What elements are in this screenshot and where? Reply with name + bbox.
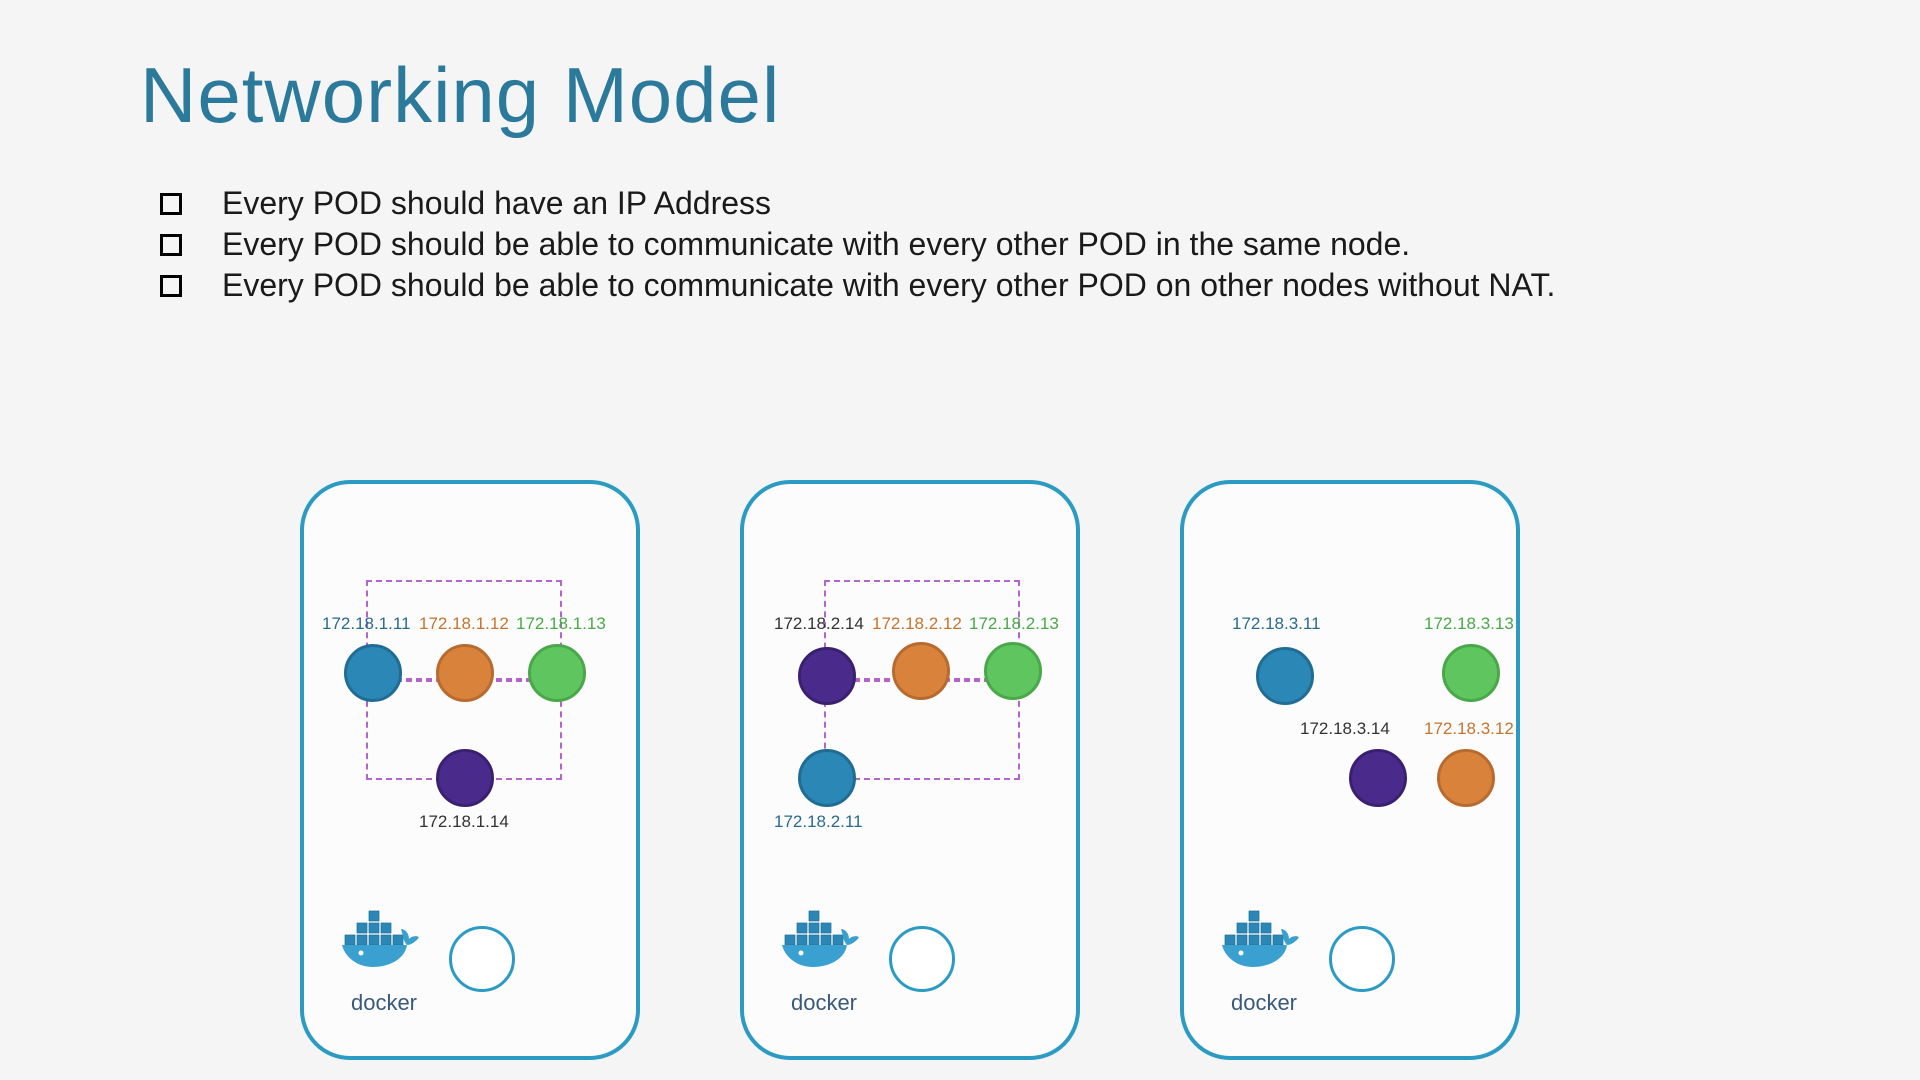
pod-circle [984,642,1042,700]
bullet-item: Every POD should be able to communicate … [160,267,1555,304]
pod-ip-label: 172.18.1.12 [419,614,509,634]
pod-ip-label: 172.18.3.14 [1300,719,1390,739]
pod-ip-label: 172.18.1.13 [516,614,606,634]
empty-circle-icon [449,926,515,992]
bullet-text: Every POD should have an IP Address [222,185,771,222]
bullet-text: Every POD should be able to communicate … [222,267,1555,304]
pod-ip-label: 172.18.3.11 [1232,614,1321,634]
pod-ip-label: 172.18.3.13 [1424,614,1514,634]
pod-circle [436,644,494,702]
pod-ip-label: 172.18.1.14 [419,812,509,832]
pod-circle [798,647,856,705]
pod-circle [1256,647,1314,705]
bullet-list: Every POD should have an IP Address Ever… [160,185,1555,308]
pod-circle [1437,749,1495,807]
docker-label: docker [1219,990,1309,1016]
docker-label: docker [339,990,429,1016]
pod-circle [436,749,494,807]
checkbox-icon [160,234,182,256]
pod-circle [892,642,950,700]
docker-area: docker [1219,901,1395,1016]
bullet-item: Every POD should have an IP Address [160,185,1555,222]
page-title: Networking Model [140,50,780,141]
pod-ip-label: 172.18.2.13 [969,614,1059,634]
pod-circle [1349,749,1407,807]
nodes-row: 172.18.1.11 172.18.1.12 172.18.1.13 172.18.… [300,480,1520,1060]
pod-ip-label: 172.18.2.11 [774,812,863,832]
docker-area: docker [339,901,515,1016]
pod-ip-label: 172.18.2.12 [872,614,962,634]
docker-icon: docker [339,901,429,1016]
pod-ip-label: 172.18.3.12 [1424,719,1514,739]
pod-ip-label: 172.18.2.14 [774,614,864,634]
pod-circle [528,644,586,702]
empty-circle-icon [889,926,955,992]
pod-circle [344,644,402,702]
empty-circle-icon [1329,926,1395,992]
node-card: 172.18.3.11 172.18.3.13 172.18.3.14 172.18.… [1180,480,1520,1060]
pod-circle [1442,644,1500,702]
pod-ip-label: 172.18.1.11 [322,614,411,634]
docker-area: docker [779,901,955,1016]
docker-icon: docker [779,901,869,1016]
docker-label: docker [779,990,869,1016]
node-card: 172.18.2.14 172.18.2.12 172.18.2.13 172.18.… [740,480,1080,1060]
bullet-text: Every POD should be able to communicate … [222,226,1410,263]
bullet-item: Every POD should be able to communicate … [160,226,1555,263]
docker-icon: docker [1219,901,1309,1016]
checkbox-icon [160,275,182,297]
pod-circle [798,749,856,807]
checkbox-icon [160,193,182,215]
node-card: 172.18.1.11 172.18.1.12 172.18.1.13 172.18.… [300,480,640,1060]
